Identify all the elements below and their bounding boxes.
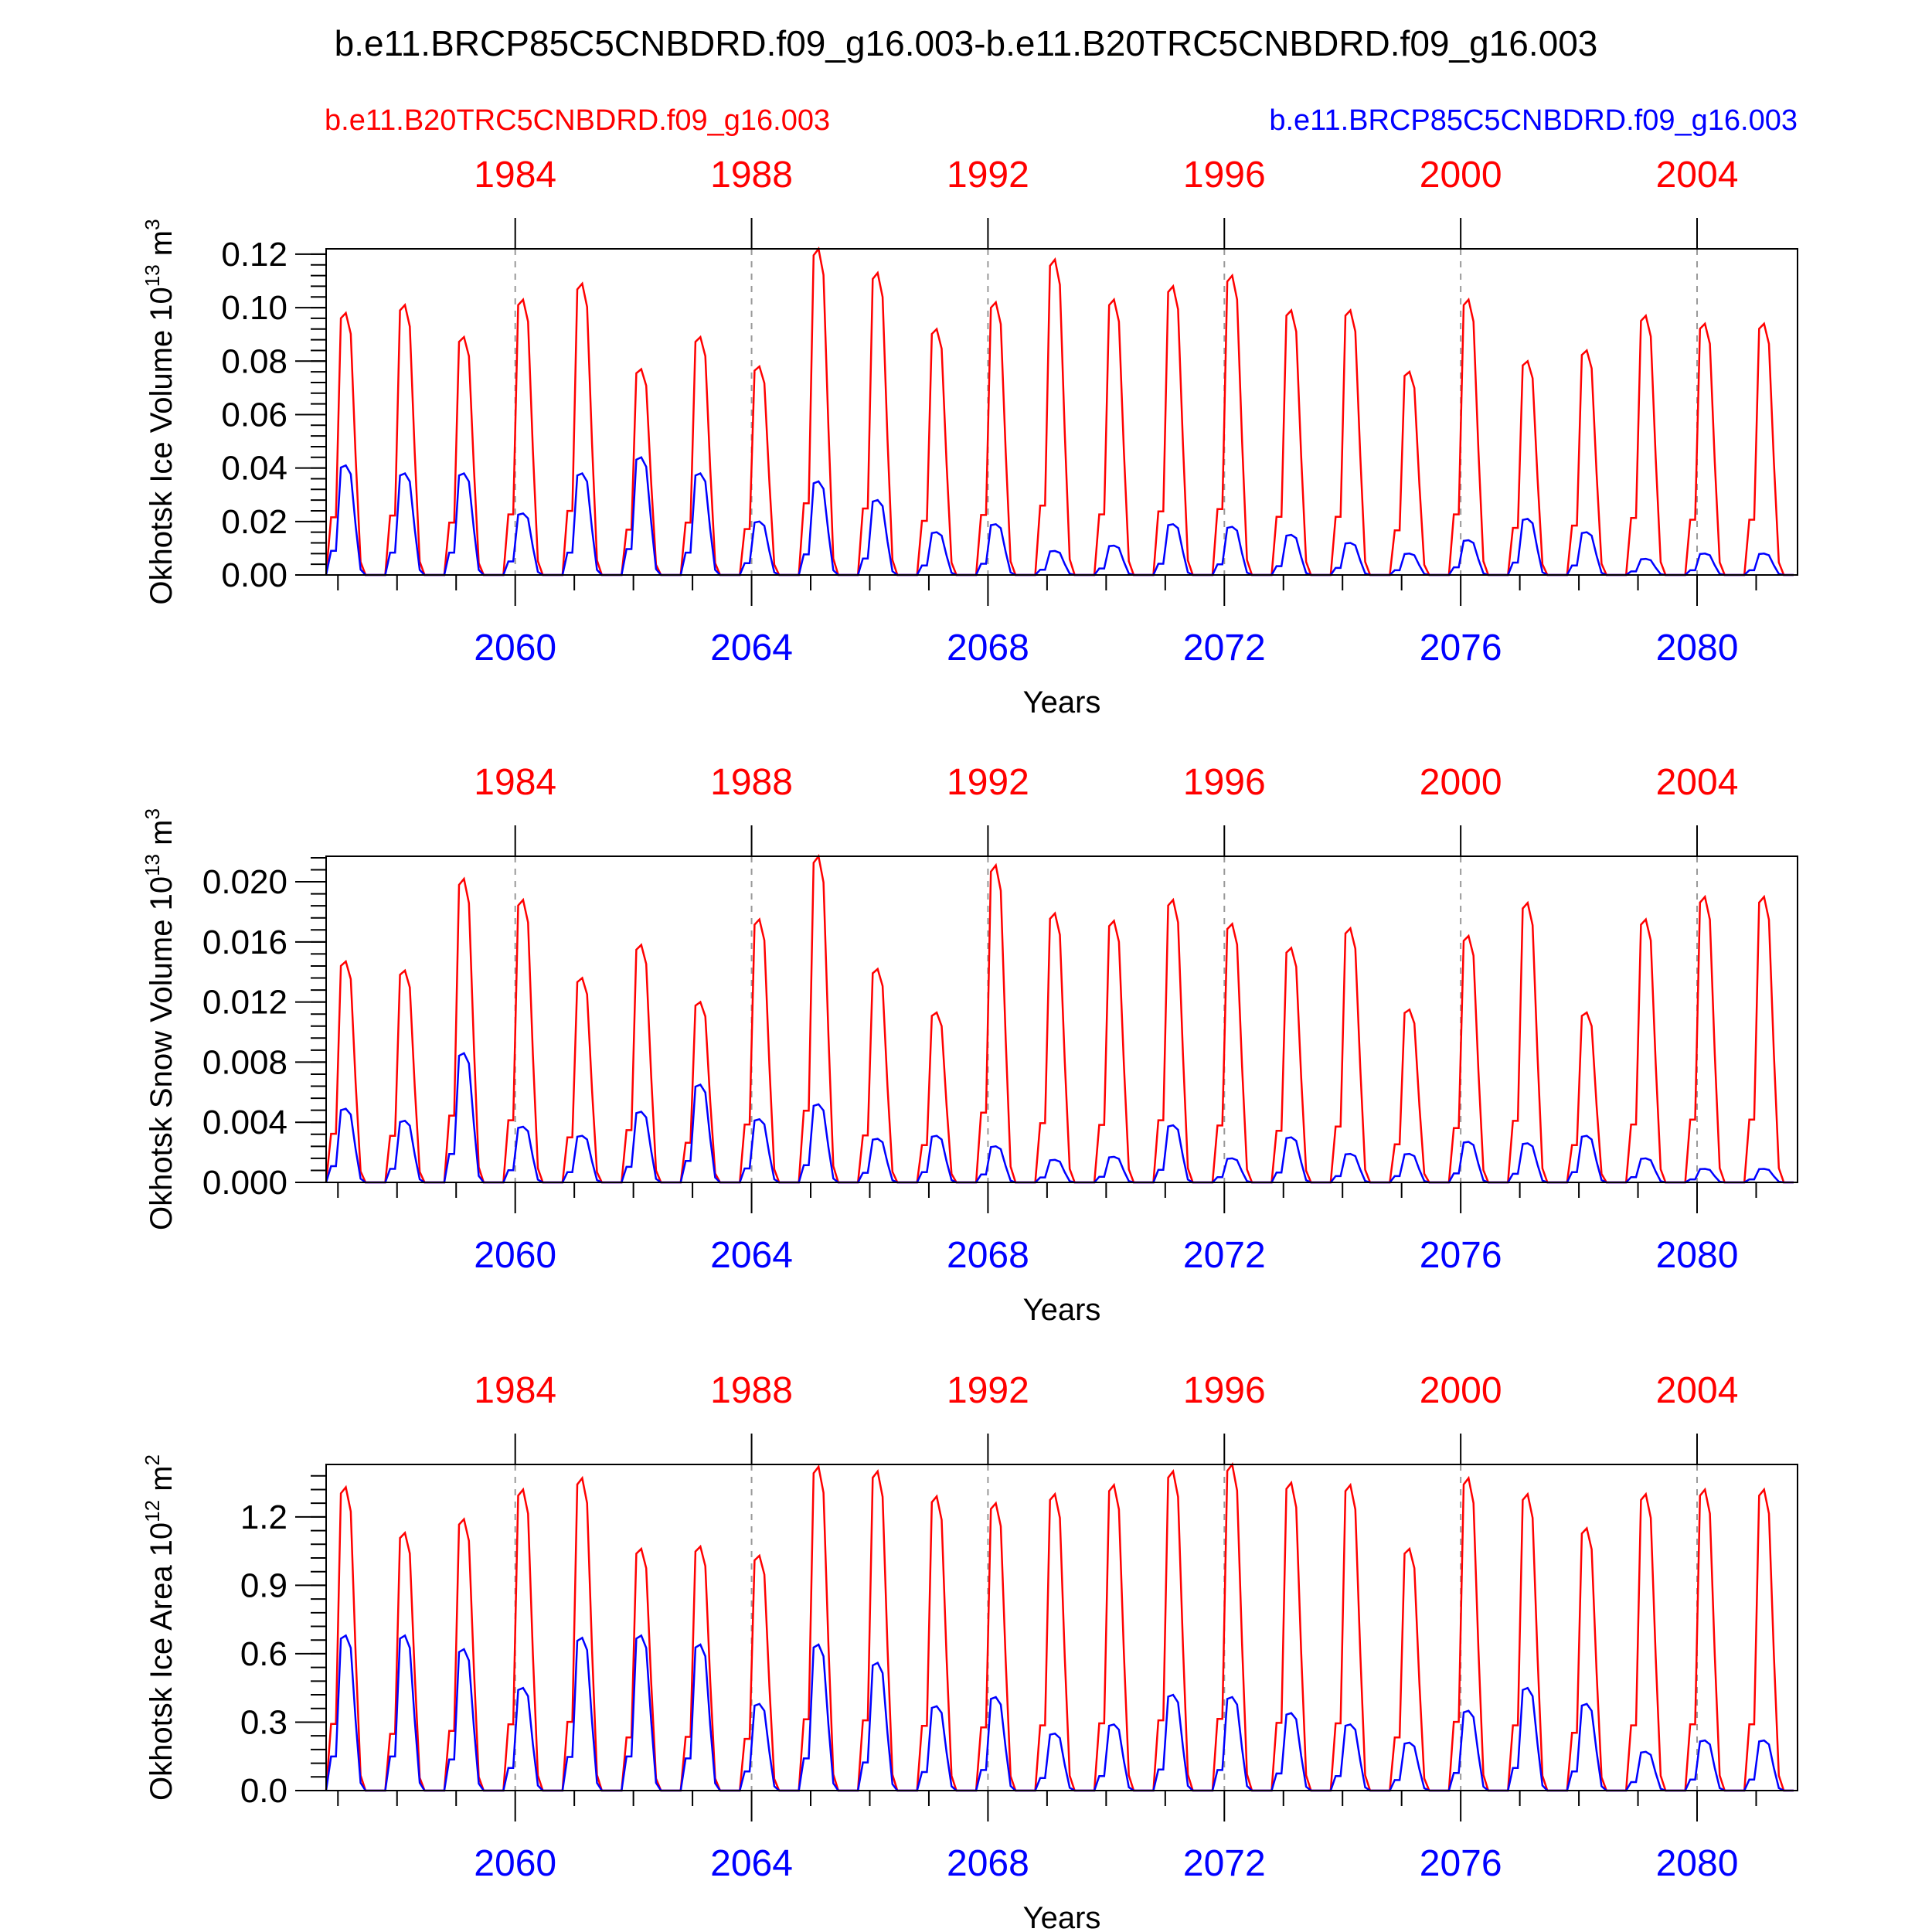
x-tick-label-blue: 2060	[474, 1843, 556, 1884]
y-axis-label-unit: m	[145, 820, 179, 845]
y-tick-label: 0.06	[221, 396, 287, 434]
y-tick-label: 0.000	[202, 1164, 287, 1202]
series-line-blue	[325, 1634, 1794, 1792]
x-tick-label-red: 1992	[947, 762, 1029, 803]
y-tick-label: 0.012	[202, 984, 287, 1022]
y-axis-label: Okhotsk Ice Volume 1013 m3	[141, 219, 179, 604]
y-axis-label-unit-exponent: 3	[141, 219, 164, 230]
series-line-blue	[325, 456, 1794, 577]
y-axis-label-exponent: 13	[141, 264, 164, 287]
x-tick-label-blue: 2072	[1183, 628, 1266, 668]
x-axis-label: Years	[1023, 1293, 1101, 1327]
x-tick-label-blue: 2060	[474, 628, 556, 668]
x-tick-label-blue: 2068	[947, 1235, 1029, 1276]
plot-frame	[325, 248, 1798, 576]
y-tick-label: 0.008	[202, 1043, 287, 1081]
x-tick-label-blue: 2076	[1420, 1843, 1502, 1884]
panel-1: 0.00 0.02 0.04 0.06 0.08 0.10 0.12 2060 2064 2068…	[141, 155, 1798, 719]
y-axis-label: Okhotsk Snow Volume 1013 m3	[141, 808, 179, 1230]
legend-red-label: b.e11.B20TRC5CNBDRD.f09_g16.003	[325, 104, 830, 137]
series-line-red	[325, 854, 1794, 1184]
y-axis-label-space	[145, 845, 179, 854]
x-tick-label-red: 1984	[474, 1370, 556, 1411]
x-tick-label-blue: 2068	[947, 1843, 1029, 1884]
x-tick-label-red: 2004	[1656, 762, 1739, 803]
x-tick-label-red: 1984	[474, 762, 556, 803]
x-tick-label-blue: 2076	[1420, 628, 1502, 668]
y-tick-label: 0.016	[202, 923, 287, 961]
legend-blue-label: b.e11.BRCP85C5CNBDRD.f09_g16.003	[1269, 104, 1798, 137]
x-tick-label-red: 1988	[710, 155, 793, 196]
y-tick-label: 0.0	[240, 1772, 287, 1810]
x-tick-label-red: 1992	[947, 155, 1029, 196]
x-tick-label-red: 1988	[710, 1370, 793, 1411]
x-tick-label-blue: 2064	[710, 1843, 793, 1884]
y-axis-label-space	[145, 1492, 179, 1500]
chart-title: b.e11.BRCP85C5CNBDRD.f09_g16.003-b.e11.B…	[335, 23, 1598, 63]
y-tick-label: 0.12	[221, 236, 287, 274]
y-axis-label-exponent: 13	[141, 854, 164, 876]
y-tick-label: 0.9	[240, 1566, 287, 1604]
x-tick-label-red: 2004	[1656, 155, 1739, 196]
y-tick-label: 0.6	[240, 1635, 287, 1673]
y-tick-label: 0.004	[202, 1104, 287, 1141]
x-axis-label: Years	[1023, 685, 1101, 719]
x-tick-label-red: 2000	[1420, 762, 1502, 803]
x-tick-label-red: 2000	[1420, 1370, 1502, 1411]
y-tick-label: 0.08	[221, 342, 287, 380]
y-tick-label: 0.020	[202, 863, 287, 901]
plot-frame	[325, 1464, 1798, 1791]
x-tick-label-blue: 2072	[1183, 1235, 1266, 1276]
y-tick-label: 0.3	[240, 1703, 287, 1741]
x-tick-label-blue: 2080	[1656, 628, 1739, 668]
y-axis-label-unit: m	[145, 1465, 179, 1491]
y-axis-label-text: Okhotsk Snow Volume 10	[145, 876, 179, 1230]
x-tick-label-red: 1992	[947, 1370, 1029, 1411]
panel-2: 0.000 0.004 0.008 0.012 0.016 0.020 2060 2064 20…	[141, 762, 1798, 1327]
y-axis-label-unit-exponent: 2	[141, 1454, 164, 1465]
series-line-blue	[325, 1052, 1794, 1184]
x-tick-label-blue: 2068	[947, 628, 1029, 668]
y-axis-label-exponent: 12	[141, 1500, 164, 1522]
x-tick-label-blue: 2076	[1420, 1235, 1502, 1276]
y-tick-label: 0.04	[221, 450, 287, 488]
x-tick-label-red: 1996	[1183, 155, 1266, 196]
x-tick-label-red: 1996	[1183, 1370, 1266, 1411]
y-tick-label: 0.00	[221, 556, 287, 594]
x-tick-label-blue: 2064	[710, 628, 793, 668]
y-axis-label-text: Okhotsk Ice Volume 10	[145, 287, 179, 604]
plot-frame	[325, 855, 1798, 1183]
x-tick-label-blue: 2072	[1183, 1843, 1266, 1884]
x-tick-label-blue: 2064	[710, 1235, 793, 1276]
y-axis-label-space	[145, 256, 179, 264]
series-line-red	[325, 247, 1794, 577]
x-tick-label-red: 2004	[1656, 1370, 1739, 1411]
x-tick-label-blue: 2060	[474, 1235, 556, 1276]
x-axis-label: Years	[1023, 1901, 1101, 1932]
y-axis-label-unit-exponent: 3	[141, 808, 164, 819]
x-tick-label-red: 1988	[710, 762, 793, 803]
y-tick-label: 1.2	[240, 1498, 287, 1536]
y-tick-label: 0.10	[221, 289, 287, 327]
y-axis-label-unit: m	[145, 230, 179, 256]
x-tick-label-red: 1984	[474, 155, 556, 196]
x-tick-label-blue: 2080	[1656, 1235, 1739, 1276]
y-axis-label-text: Okhotsk Ice Area 10	[145, 1522, 179, 1801]
x-tick-label-red: 1996	[1183, 762, 1266, 803]
x-tick-label-red: 2000	[1420, 155, 1502, 196]
y-tick-label: 0.02	[221, 503, 287, 541]
x-tick-label-blue: 2080	[1656, 1843, 1739, 1884]
panel-3: 0.0 0.3 0.6 0.9 1.2 2060 2064 2068 2072 2076 2080 1…	[141, 1370, 1798, 1932]
y-axis-label: Okhotsk Ice Area 1012 m2	[141, 1454, 179, 1801]
